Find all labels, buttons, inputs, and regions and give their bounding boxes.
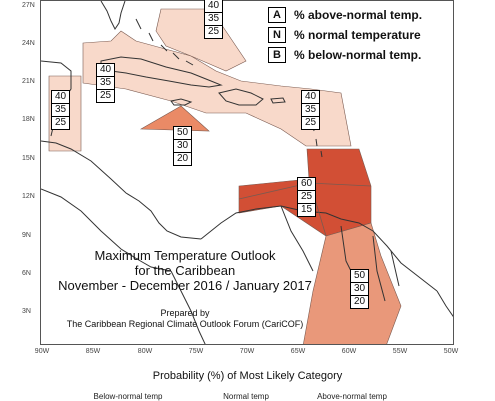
legend: A % above-normal temp. N % normal temper… <box>268 3 448 63</box>
legend-letter: A <box>268 7 286 23</box>
lon-label: 50W <box>443 348 459 355</box>
prob-box-jamaica-south: 50 30 20 <box>173 126 192 166</box>
prob-normal: 35 <box>97 76 114 89</box>
prob-below: 25 <box>205 25 222 38</box>
prob-normal: 30 <box>351 282 368 295</box>
lon-label: 60W <box>341 348 357 355</box>
prob-normal: 30 <box>174 139 191 152</box>
title-line-3: November - December 2016 / January 2017 <box>58 278 312 293</box>
legend-letter: N <box>268 27 286 43</box>
legend-row-below: B % below-normal temp. <box>268 47 421 63</box>
lon-label: 90W <box>34 348 50 355</box>
prob-below: 25 <box>52 116 69 129</box>
venezuela-border <box>280 205 314 272</box>
prob-box-southern-caribbean: 60 25 15 <box>297 177 316 217</box>
prob-box-northern-caribbean: 40 35 25 <box>96 63 115 103</box>
florida-outline <box>100 1 126 30</box>
legend-text: % above-normal temp. <box>294 8 423 22</box>
lon-label: 70W <box>239 348 255 355</box>
south-america-west <box>170 270 206 344</box>
prob-normal: 35 <box>52 103 69 116</box>
prob-above: 40 <box>207 0 220 11</box>
prob-below: 20 <box>351 295 368 308</box>
prob-box-belize: 40 35 25 <box>51 90 70 130</box>
map-title: Maximum Temperature Outlook for the Cari… <box>40 248 330 293</box>
prob-normal: 25 <box>298 190 315 203</box>
hispaniola-outline <box>218 88 264 106</box>
prob-normal: 35 <box>205 12 222 25</box>
lat-label: 21N <box>22 78 35 85</box>
prepared-by: Prepared by The Caribbean Regional Clima… <box>40 308 330 330</box>
prob-above: 40 <box>304 91 317 102</box>
legend-text: % normal temperature <box>294 28 421 42</box>
prob-above: 40 <box>99 64 112 75</box>
bahamas-outline <box>135 18 194 66</box>
lon-label: 55W <box>392 348 408 355</box>
brazil-coast <box>436 290 453 317</box>
prob-below: 25 <box>302 116 319 129</box>
lat-label: 27N <box>22 2 35 9</box>
prob-box-guianas: 50 30 20 <box>350 269 369 309</box>
title-line-2: for the Caribbean <box>134 263 236 278</box>
lon-label: 85W <box>85 348 101 355</box>
prob-box-bahamas: 40 35 25 <box>204 0 223 39</box>
legend-letter: B <box>268 47 286 63</box>
category-label-above: Above-normal temp <box>317 392 387 401</box>
prob-above: 50 <box>353 270 366 281</box>
south-america-north <box>200 205 438 292</box>
lat-label: 15N <box>22 155 35 162</box>
prob-normal: 35 <box>302 103 319 116</box>
category-label-normal: Normal temp <box>223 392 269 401</box>
prob-below: 20 <box>174 152 191 165</box>
title-line-1: Maximum Temperature Outlook <box>94 248 276 263</box>
prepared-line-2: The Caribbean Regional Climate Outlook F… <box>66 319 304 329</box>
lat-label: 12N <box>22 193 35 200</box>
lat-label: 6N <box>22 270 31 277</box>
legend-row-above: A % above-normal temp. <box>268 7 422 23</box>
lat-label: 24N <box>22 40 35 47</box>
puerto-rico-outline <box>270 97 286 104</box>
cuba-outline <box>100 56 223 88</box>
prob-below: 25 <box>97 89 114 102</box>
prob-above: 60 <box>300 178 313 189</box>
jamaica-outline <box>170 98 193 106</box>
central-america-outline <box>41 140 202 240</box>
prob-above: 40 <box>54 91 67 102</box>
lon-label: 80W <box>137 348 153 355</box>
prob-below: 15 <box>298 203 315 216</box>
category-label-below: Below-normal temp <box>93 392 163 401</box>
lat-label: 9N <box>22 232 31 239</box>
lat-label: 3N <box>22 308 31 315</box>
prepared-line-1: Prepared by <box>160 308 210 318</box>
legend-text: % below-normal temp. <box>294 48 422 62</box>
lon-label: 65W <box>290 348 306 355</box>
central-america-pacific <box>41 188 172 272</box>
lon-label: 75W <box>188 348 204 355</box>
prob-box-eastern-caribbean: 40 35 25 <box>301 90 320 130</box>
lat-label: 18N <box>22 116 35 123</box>
prob-above: 50 <box>176 127 189 138</box>
probability-heading: Probability (%) of Most Likely Category <box>152 370 343 382</box>
legend-row-normal: N % normal temperature <box>268 27 421 43</box>
